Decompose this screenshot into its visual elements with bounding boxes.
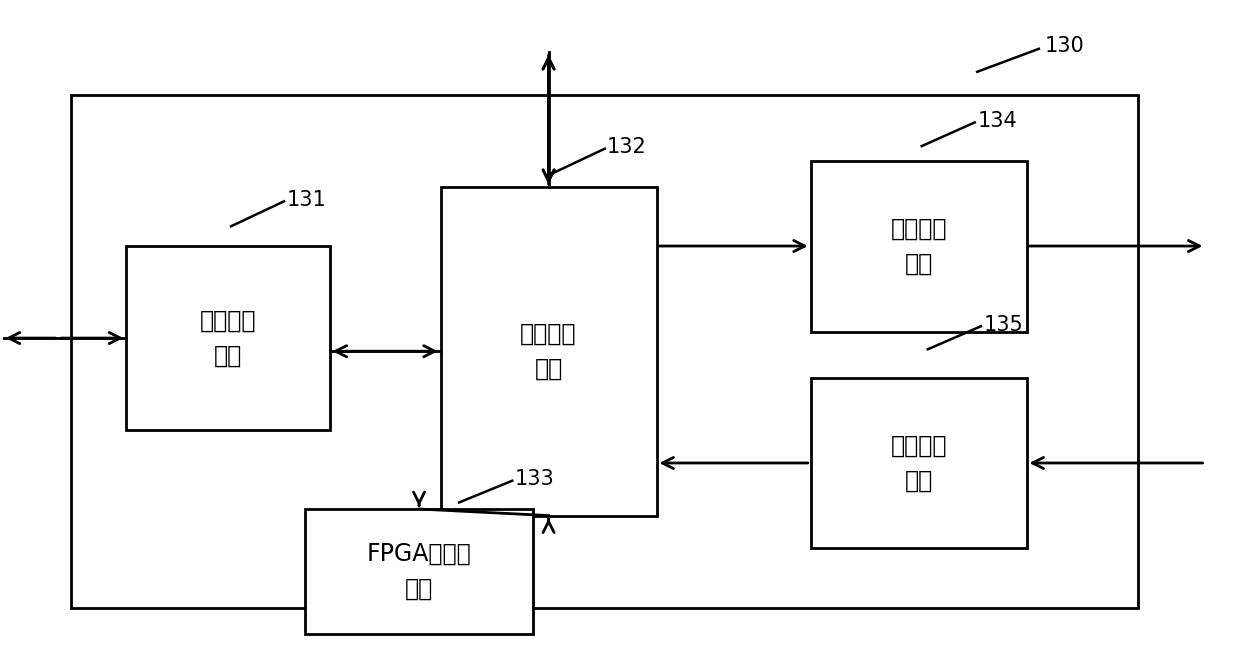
Text: 状态上报
模块: 状态上报 模块 [891, 216, 947, 276]
Text: 130: 130 [1044, 36, 1085, 56]
Bar [126, 246, 330, 430]
Text: 数据汇集
模块: 数据汇集 模块 [520, 322, 577, 381]
Text: 131: 131 [286, 190, 326, 210]
Text: 133: 133 [514, 469, 554, 489]
Bar [305, 509, 533, 634]
Text: 温度监测
模块: 温度监测 模块 [199, 308, 256, 368]
Bar [71, 95, 1137, 607]
Text: 132: 132 [607, 137, 647, 157]
Text: 135: 135 [984, 315, 1023, 335]
Text: 134: 134 [978, 111, 1017, 131]
Bar [441, 187, 657, 516]
Bar [810, 377, 1027, 548]
Text: 信息下发
模块: 信息下发 模块 [891, 434, 947, 493]
Bar [810, 160, 1027, 332]
Text: FPGA看门狗
模块: FPGA看门狗 模块 [367, 542, 472, 601]
